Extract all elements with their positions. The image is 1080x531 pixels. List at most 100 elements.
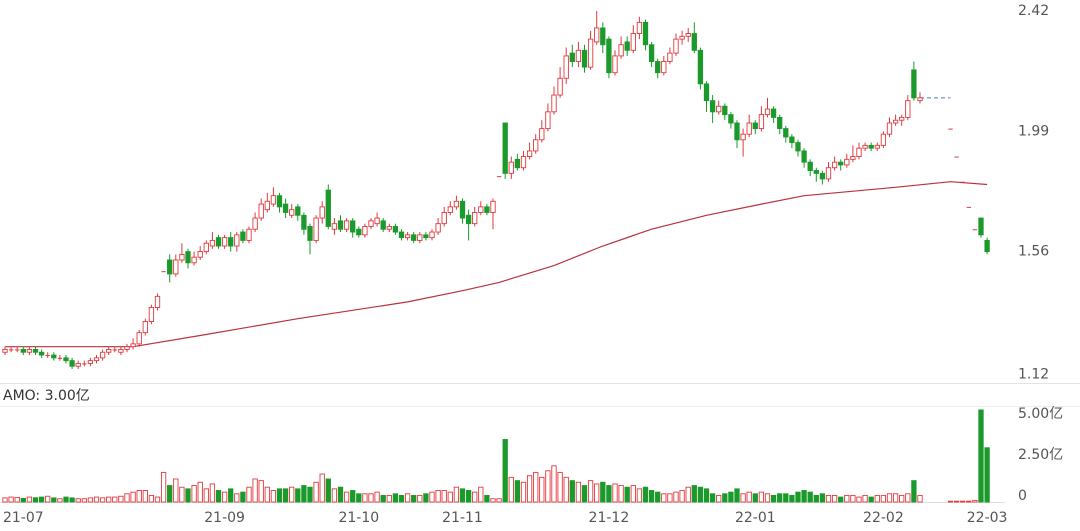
volume-bar: [917, 494, 923, 503]
candle-body: [813, 170, 819, 174]
y-tick-label: 1.99: [1018, 123, 1049, 139]
volume-bar: [777, 493, 783, 503]
candle-body: [258, 203, 264, 219]
volume-bar: [276, 488, 283, 503]
candle-body: [313, 217, 319, 241]
candle-body: [624, 41, 630, 51]
volume-bar: [191, 485, 197, 503]
candle-body: [520, 156, 527, 169]
volume-bar: [2, 497, 8, 503]
x-tick-label: 22-02: [863, 510, 904, 526]
candle-body: [581, 49, 588, 68]
candle-body: [685, 33, 691, 37]
candle-body: [289, 209, 295, 216]
candle-body: [801, 150, 807, 163]
volume-bar: [526, 475, 533, 503]
volume-bar: [209, 483, 216, 503]
volume-bar: [404, 493, 411, 503]
candle-body: [917, 97, 923, 102]
volume-bar: [221, 491, 228, 503]
candle-body: [234, 234, 240, 247]
candle-body: [343, 220, 350, 230]
volume-bar: [185, 488, 191, 503]
candle-body: [368, 220, 374, 227]
candle-body: [618, 44, 624, 57]
volume-bar: [728, 491, 734, 503]
candle-body: [38, 351, 45, 356]
candle-body: [191, 256, 197, 264]
volume-bar: [441, 490, 447, 503]
volume-bar: [14, 496, 20, 503]
candle-body: [484, 206, 490, 213]
volume-bar: [819, 493, 826, 503]
candle-body: [844, 158, 850, 166]
candle-body: [112, 349, 117, 351]
volume-bar: [600, 481, 606, 503]
y-tick-label: 1.56: [1018, 244, 1049, 260]
candle-body: [118, 349, 124, 353]
candle-body: [51, 354, 57, 359]
volume-bar: [856, 496, 862, 503]
volume-bar: [258, 480, 264, 503]
candle-body: [392, 225, 399, 233]
candle-body: [99, 351, 106, 359]
volume-bar: [307, 486, 313, 503]
volume-bar: [520, 481, 527, 503]
volume-bar: [368, 493, 374, 503]
candle-body: [319, 206, 325, 219]
volume-bar: [587, 480, 594, 503]
candle-body: [173, 259, 179, 275]
volume-bar: [795, 491, 801, 503]
candle-body: [691, 33, 697, 51]
volume-bar: [899, 494, 905, 503]
candle-body: [472, 212, 478, 225]
volume-bar: [960, 500, 966, 503]
candle-body: [185, 251, 191, 264]
volume-bar: [447, 491, 453, 503]
candle-body: [362, 225, 368, 236]
volume-bar: [350, 490, 356, 503]
volume-bar: [569, 480, 575, 503]
candle-body: [533, 139, 539, 152]
y-tick-label: 5.00亿: [1018, 406, 1063, 422]
candle-body: [215, 237, 222, 247]
candle-body: [2, 349, 8, 353]
candle-body: [874, 144, 880, 149]
volume-bar: [734, 488, 740, 503]
candle-body: [221, 237, 228, 247]
volume-bar: [691, 485, 697, 503]
candle-body: [905, 100, 911, 118]
volume-bar: [789, 494, 795, 503]
candle-body: [948, 128, 953, 130]
volume-bar: [703, 488, 710, 503]
candle-body: [167, 259, 173, 275]
volume-bar: [325, 478, 331, 503]
volume-bar: [106, 496, 112, 503]
candle-body: [557, 77, 563, 96]
volume-bar: [679, 490, 685, 503]
candle-body: [276, 195, 283, 208]
candle-body: [63, 357, 69, 362]
volume-bar: [228, 488, 234, 503]
volume-bar: [746, 491, 752, 503]
volume-bar: [667, 493, 673, 503]
volume-bar: [301, 485, 307, 503]
volume-bar: [246, 486, 252, 503]
volume-bar: [112, 496, 118, 503]
candle-body: [600, 27, 606, 46]
volume-bar: [32, 497, 39, 503]
candle-body: [502, 122, 508, 174]
candle-body: [350, 220, 356, 233]
volume-bar: [838, 496, 844, 503]
candle-body: [106, 349, 112, 353]
volume-bar: [197, 481, 203, 503]
candle-body: [270, 195, 277, 205]
volume-bar: [984, 447, 990, 503]
volume-bar: [905, 493, 911, 503]
candle-body: [966, 206, 971, 208]
candle-body: [496, 176, 502, 178]
candle-body: [789, 136, 795, 144]
volume-bar: [594, 483, 600, 503]
